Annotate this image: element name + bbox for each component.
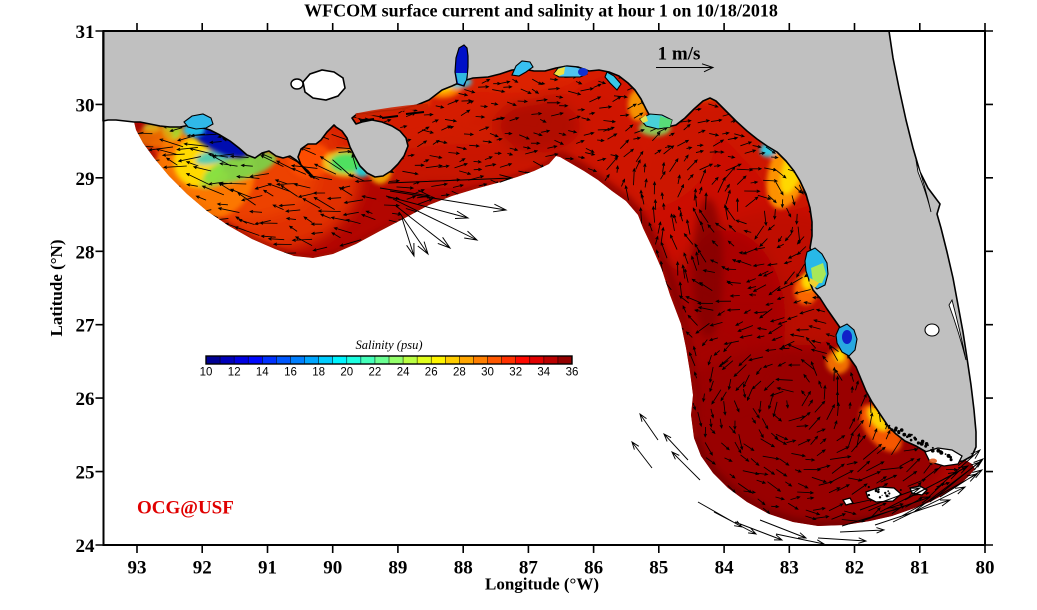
svg-text:32: 32 (509, 367, 522, 379)
svg-text:93: 93 (128, 558, 147, 579)
svg-text:84: 84 (715, 558, 735, 579)
svg-text:90: 90 (323, 558, 342, 579)
svg-text:82: 82 (845, 558, 864, 579)
svg-text:16: 16 (284, 367, 297, 379)
svg-text:89: 89 (388, 558, 407, 579)
svg-text:81: 81 (910, 558, 929, 579)
svg-text:20: 20 (340, 367, 353, 379)
svg-text:27: 27 (76, 316, 96, 337)
svg-text:24: 24 (76, 536, 96, 557)
svg-text:26: 26 (425, 367, 438, 379)
svg-text:1 m/s: 1 m/s (658, 44, 701, 65)
svg-text:OCG@USF: OCG@USF (137, 498, 234, 519)
svg-text:25: 25 (76, 463, 95, 484)
svg-text:26: 26 (76, 389, 95, 410)
svg-text:80: 80 (976, 558, 995, 579)
svg-text:88: 88 (454, 558, 473, 579)
svg-text:85: 85 (649, 558, 668, 579)
svg-text:Latitude (°N): Latitude (°N) (47, 240, 66, 337)
svg-text:30: 30 (481, 367, 494, 379)
svg-text:92: 92 (193, 558, 212, 579)
svg-text:91: 91 (258, 558, 277, 579)
svg-text:31: 31 (76, 22, 95, 43)
svg-text:Longitude (°W): Longitude (°W) (485, 575, 599, 594)
svg-text:87: 87 (519, 558, 539, 579)
svg-text:12: 12 (228, 367, 241, 379)
svg-text:83: 83 (780, 558, 799, 579)
svg-text:Salinity (psu): Salinity (psu) (355, 338, 422, 352)
svg-text:36: 36 (566, 367, 579, 379)
svg-text:24: 24 (397, 367, 410, 379)
svg-text:22: 22 (369, 367, 382, 379)
svg-text:34: 34 (537, 367, 550, 379)
svg-text:WFCOM surface current and sali: WFCOM surface current and salinity at ho… (304, 1, 778, 21)
svg-text:30: 30 (76, 95, 95, 116)
svg-text:86: 86 (584, 558, 603, 579)
svg-text:28: 28 (76, 242, 95, 263)
svg-text:29: 29 (76, 169, 95, 190)
svg-text:28: 28 (453, 367, 466, 379)
svg-text:10: 10 (200, 367, 213, 379)
svg-text:18: 18 (312, 367, 325, 379)
svg-text:14: 14 (256, 367, 269, 379)
